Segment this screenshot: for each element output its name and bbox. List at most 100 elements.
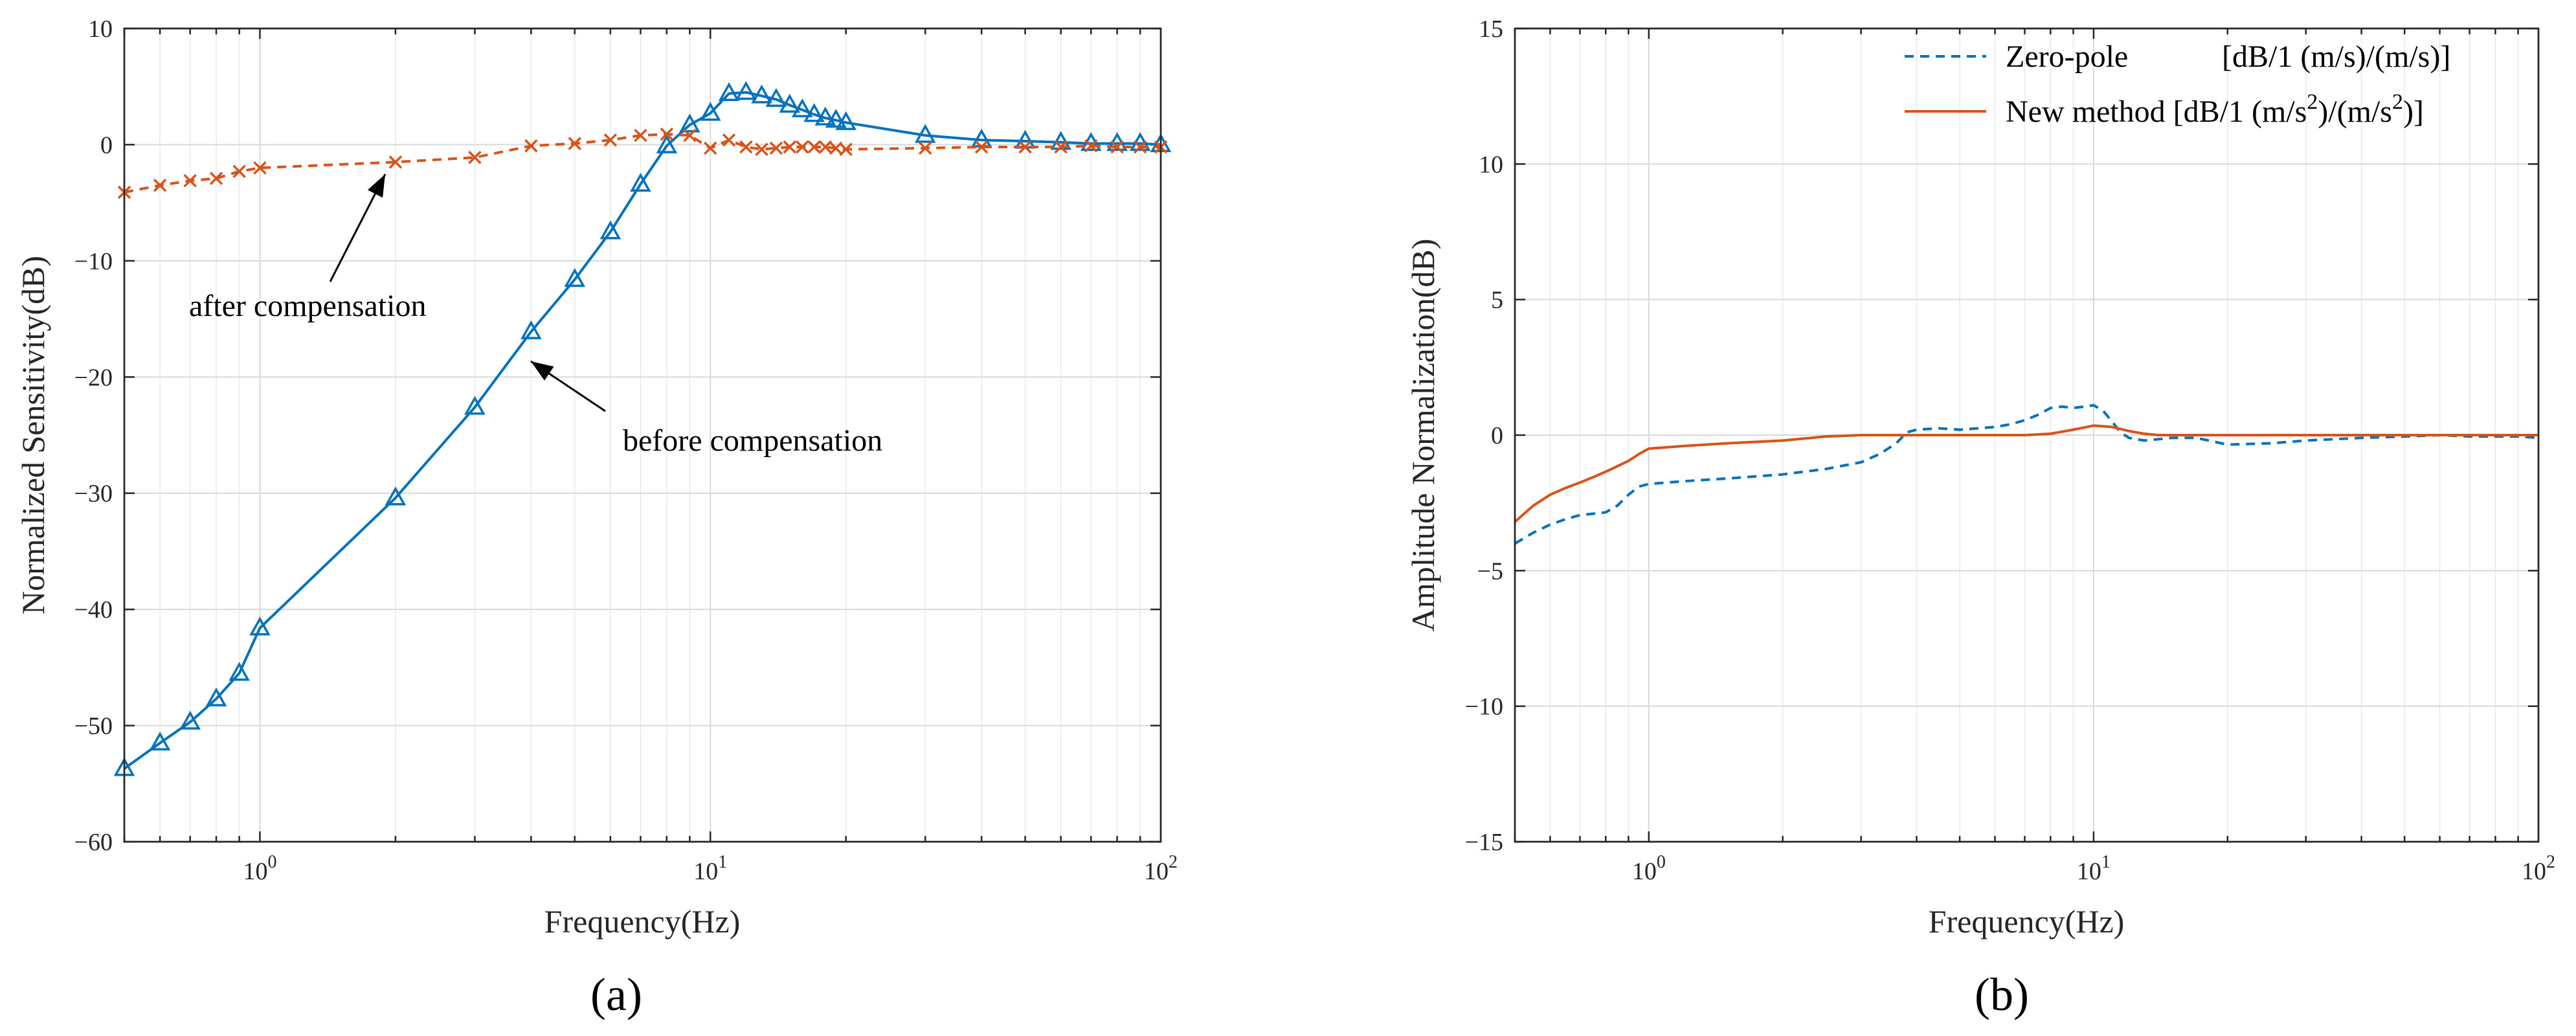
data-point-after-compensation [818, 140, 833, 154]
legend-new-method-unit-post: )] [2403, 95, 2424, 129]
y-tick-label: 10 [88, 16, 113, 43]
data-point-before-compensation [791, 98, 813, 118]
data-point-after-compensation [253, 161, 267, 175]
x-tick-base: 10 [693, 858, 718, 885]
legend-b: Zero-pole [dB/1 (m/s)/(m/s)] New method[… [1905, 39, 2450, 129]
x-tick-base: 10 [1632, 858, 1657, 885]
data-point-after-compensation [153, 178, 167, 192]
y-axis-title-a: Normalized Sensitivity(dB) [15, 256, 51, 614]
y-tick-label: −5 [1477, 557, 1503, 585]
x-tick-label: 100 [1632, 852, 1666, 885]
legend-label-new-method: New method [dB/1 (m/s2)/(m/s2)] [2006, 90, 2424, 129]
legend-new-method-unit-mid: )/(m/s [2318, 95, 2392, 129]
data-point-before-compensation [179, 710, 201, 730]
annotation-arrowhead-before [531, 361, 554, 381]
data-point-after-compensation [660, 128, 674, 141]
data-point-before-compensation [205, 687, 227, 706]
data-point-before-compensation [914, 124, 936, 143]
y-tick-label: −20 [74, 364, 113, 391]
x-tick-label: 101 [2077, 852, 2111, 885]
data-point-before-compensation [656, 134, 678, 153]
y-tick-label: −60 [74, 829, 113, 856]
data-point-after-compensation [634, 128, 647, 142]
data-point-after-compensation [755, 142, 768, 156]
data-point-after-compensation [232, 164, 246, 178]
data-point-before-compensation [149, 731, 171, 751]
legend-new-method-label: New method [2006, 95, 2166, 129]
data-point-after-compensation [603, 133, 618, 147]
data-point-after-compensation [1018, 140, 1032, 154]
series-line-before-compensation [123, 91, 1161, 770]
y-tick-label: −10 [1465, 693, 1503, 721]
data-point-after-compensation [769, 141, 783, 155]
legend-label-zero-pole: Zero-pole [2006, 39, 2128, 74]
series-group-b [1514, 403, 2539, 545]
data-point-after-compensation [524, 139, 538, 153]
y-tick-label: 10 [1479, 151, 1503, 178]
data-point-before-compensation [779, 93, 801, 113]
y-tick-label: −50 [74, 713, 113, 740]
x-tick-base: 10 [2077, 858, 2101, 885]
y-tick-label: −10 [74, 248, 113, 275]
data-point-after-compensation [796, 140, 809, 154]
x-axis-title-b: Frequency(Hz) [1929, 903, 2125, 940]
data-point-after-compensation [683, 128, 697, 142]
legend-unit-zero-pole: [dB/1 (m/s)/(m/s)] [2222, 39, 2450, 74]
panel-label-a: (a) [590, 969, 642, 1020]
data-point-after-compensation [807, 140, 821, 154]
legend-new-method-sup2: 2 [2392, 90, 2403, 114]
y-tick-label: 0 [1491, 422, 1503, 449]
annotation-before-compensation: before compensation [530, 360, 882, 458]
x-tick-exponent: 2 [2546, 852, 2555, 872]
y-tick-label: 0 [100, 131, 113, 159]
y-tick-label: −30 [74, 480, 113, 508]
data-point-before-compensation [735, 81, 757, 100]
annotation-after-compensation: after compensation [189, 174, 427, 323]
x-tick-exponent: 0 [1657, 852, 1666, 872]
x-tick-exponent: 0 [267, 852, 276, 872]
data-point-before-compensation [765, 87, 787, 107]
data-point-before-compensation [699, 102, 721, 121]
x-tick-label: 101 [693, 852, 727, 885]
data-point-after-compensation [1084, 139, 1098, 153]
data-point-after-compensation [183, 174, 197, 188]
x-tick-exponent: 1 [2101, 852, 2111, 872]
data-point-after-compensation [1133, 140, 1147, 154]
data-point-after-compensation [1110, 140, 1124, 154]
data-point-before-compensation [718, 82, 740, 102]
data-point-before-compensation [803, 103, 825, 122]
data-point-before-compensation [564, 267, 586, 287]
legend-new-method-sup1: 2 [2307, 90, 2318, 114]
panel-label-b: (b) [1975, 969, 2029, 1020]
data-point-after-compensation [783, 140, 796, 154]
x-tick-base: 10 [243, 858, 267, 885]
y-tick-label: 5 [1491, 287, 1503, 314]
axes-b-frame [1514, 27, 2540, 843]
data-point-before-compensation [464, 396, 486, 415]
x-tick-exponent: 1 [718, 852, 727, 872]
axes-a-background [123, 27, 1162, 843]
data-point-after-compensation [1054, 140, 1068, 154]
data-point-after-compensation [468, 150, 482, 164]
data-point-before-compensation [599, 220, 622, 240]
x-tick-base: 10 [2522, 858, 2546, 885]
legend-new-method-unit-pre: [dB/1 (m/s [2173, 95, 2307, 129]
data-point-after-compensation [703, 141, 717, 155]
data-point-after-compensation [739, 140, 753, 154]
data-point-after-compensation [568, 137, 582, 150]
data-point-before-compensation [835, 111, 857, 130]
data-point-after-compensation [918, 141, 932, 155]
x-tick-exponent: 2 [1169, 852, 1178, 872]
x-axis-title-a: Frequency(Hz) [544, 903, 741, 940]
annotation-label-after: after compensation [189, 289, 427, 323]
y-tick-label: 15 [1479, 16, 1503, 43]
annotation-label-before: before compensation [623, 423, 882, 458]
data-point-before-compensation [630, 172, 651, 192]
x-tick-label: 102 [2522, 852, 2555, 885]
data-point-before-compensation [751, 84, 772, 104]
